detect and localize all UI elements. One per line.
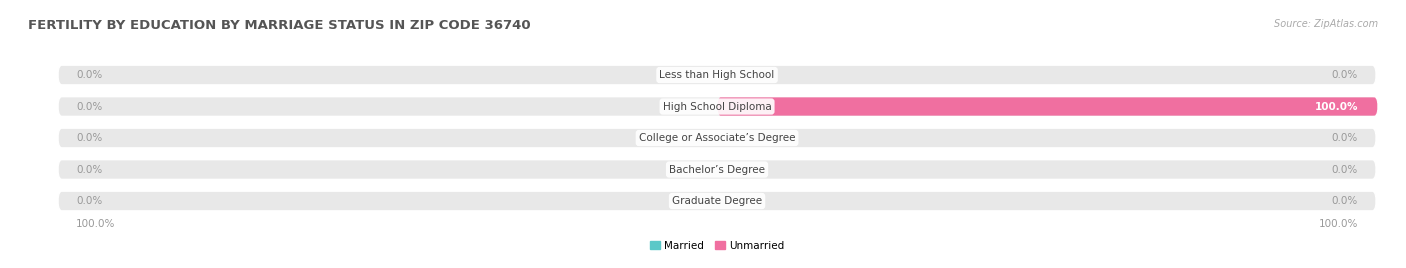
Text: 0.0%: 0.0%	[1331, 133, 1358, 143]
Text: FERTILITY BY EDUCATION BY MARRIAGE STATUS IN ZIP CODE 36740: FERTILITY BY EDUCATION BY MARRIAGE STATU…	[28, 19, 530, 32]
FancyBboxPatch shape	[58, 192, 1376, 210]
Text: 100.0%: 100.0%	[76, 219, 115, 229]
Text: 100.0%: 100.0%	[1319, 219, 1358, 229]
FancyBboxPatch shape	[717, 97, 1378, 116]
Text: High School Diploma: High School Diploma	[662, 102, 772, 111]
Text: Bachelor’s Degree: Bachelor’s Degree	[669, 165, 765, 174]
Legend: Married, Unmarried: Married, Unmarried	[645, 237, 789, 255]
FancyBboxPatch shape	[58, 129, 1376, 147]
Text: 100.0%: 100.0%	[1315, 102, 1358, 111]
Text: College or Associate’s Degree: College or Associate’s Degree	[638, 133, 796, 143]
Text: 0.0%: 0.0%	[76, 196, 103, 206]
Text: 0.0%: 0.0%	[76, 70, 103, 80]
Text: 0.0%: 0.0%	[1331, 70, 1358, 80]
FancyBboxPatch shape	[58, 160, 1376, 179]
Text: Graduate Degree: Graduate Degree	[672, 196, 762, 206]
FancyBboxPatch shape	[58, 97, 1376, 116]
Text: 0.0%: 0.0%	[1331, 196, 1358, 206]
Text: Less than High School: Less than High School	[659, 70, 775, 80]
Text: 0.0%: 0.0%	[76, 165, 103, 174]
Text: 0.0%: 0.0%	[76, 133, 103, 143]
FancyBboxPatch shape	[58, 66, 1376, 84]
Text: 0.0%: 0.0%	[1331, 165, 1358, 174]
Text: Source: ZipAtlas.com: Source: ZipAtlas.com	[1274, 19, 1378, 29]
Text: 0.0%: 0.0%	[76, 102, 103, 111]
